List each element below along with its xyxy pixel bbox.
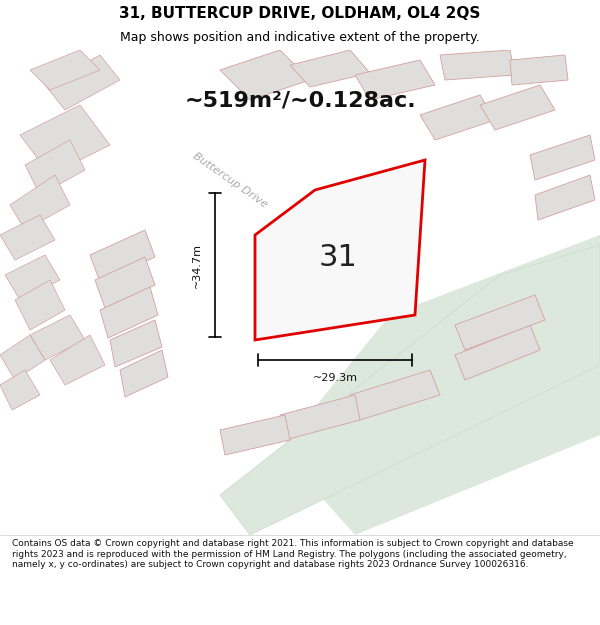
- Polygon shape: [480, 85, 555, 130]
- Polygon shape: [0, 370, 40, 410]
- Polygon shape: [45, 55, 120, 110]
- Polygon shape: [420, 95, 495, 140]
- Text: Contains OS data © Crown copyright and database right 2021. This information is : Contains OS data © Crown copyright and d…: [12, 539, 574, 569]
- Polygon shape: [25, 140, 85, 195]
- Text: 31: 31: [319, 244, 358, 272]
- Polygon shape: [110, 320, 162, 367]
- Polygon shape: [220, 415, 290, 455]
- Text: ~29.3m: ~29.3m: [313, 373, 358, 383]
- Polygon shape: [440, 50, 515, 80]
- Text: 31, BUTTERCUP DRIVE, OLDHAM, OL4 2QS: 31, BUTTERCUP DRIVE, OLDHAM, OL4 2QS: [119, 6, 481, 21]
- Polygon shape: [220, 245, 600, 535]
- Polygon shape: [10, 175, 70, 230]
- Polygon shape: [95, 257, 155, 308]
- Polygon shape: [455, 295, 545, 350]
- Polygon shape: [20, 105, 110, 175]
- Polygon shape: [290, 50, 370, 87]
- Polygon shape: [355, 60, 435, 100]
- Polygon shape: [50, 335, 105, 385]
- Polygon shape: [350, 370, 440, 420]
- Polygon shape: [255, 160, 425, 340]
- Polygon shape: [30, 315, 85, 360]
- Polygon shape: [510, 55, 568, 85]
- Polygon shape: [530, 135, 595, 180]
- Polygon shape: [0, 335, 45, 380]
- Text: Buttercup Drive: Buttercup Drive: [191, 151, 269, 209]
- Text: Map shows position and indicative extent of the property.: Map shows position and indicative extent…: [120, 31, 480, 44]
- Polygon shape: [455, 325, 540, 380]
- Polygon shape: [15, 280, 65, 330]
- Polygon shape: [100, 287, 158, 338]
- Polygon shape: [0, 215, 55, 260]
- Text: ~519m²/~0.128ac.: ~519m²/~0.128ac.: [184, 90, 416, 110]
- Text: ~34.7m: ~34.7m: [192, 242, 202, 288]
- Polygon shape: [280, 395, 360, 440]
- Polygon shape: [5, 255, 60, 300]
- Polygon shape: [220, 50, 310, 100]
- Polygon shape: [30, 50, 100, 90]
- Polygon shape: [90, 230, 155, 282]
- Polygon shape: [120, 350, 168, 397]
- Polygon shape: [535, 175, 595, 220]
- Polygon shape: [280, 235, 600, 535]
